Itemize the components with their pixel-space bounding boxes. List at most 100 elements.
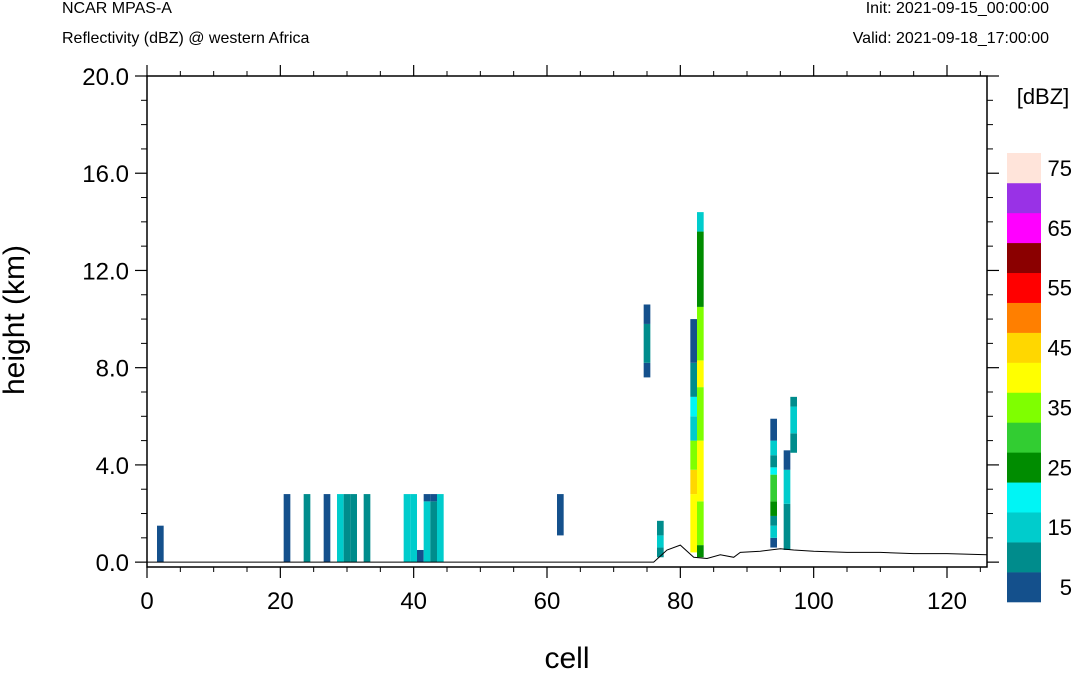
reflectivity-cell bbox=[783, 469, 791, 504]
reflectivity-cell bbox=[350, 494, 357, 563]
reflectivity-cell bbox=[697, 387, 704, 441]
colorbar-swatch bbox=[1007, 512, 1041, 543]
plot-frame bbox=[146, 75, 988, 568]
y-tick-label: 0.0 bbox=[96, 550, 129, 577]
reflectivity-cell bbox=[790, 396, 797, 407]
colorbar-swatch bbox=[1007, 272, 1041, 303]
valid-time: Valid: 2021-09-18_17:00:00 bbox=[852, 30, 1049, 47]
reflectivity-cell bbox=[283, 494, 291, 563]
colorbar-swatch bbox=[1007, 153, 1041, 184]
reflectivity-cell bbox=[770, 467, 777, 475]
x-tick-label: 20 bbox=[267, 588, 294, 615]
colorbar-swatch bbox=[1007, 212, 1041, 244]
data-layer bbox=[147, 76, 988, 567]
reflectivity-cell bbox=[643, 323, 651, 363]
colorbar-swatch bbox=[1007, 572, 1041, 603]
reflectivity-cell bbox=[690, 416, 697, 441]
plot-subtitle: Reflectivity (dBZ) @ western Africa bbox=[62, 30, 310, 47]
colorbar-label: 55 bbox=[1048, 276, 1072, 301]
x-tick-label: 120 bbox=[927, 588, 967, 615]
reflectivity-cell bbox=[430, 494, 437, 502]
reflectivity-cell bbox=[697, 306, 704, 361]
y-tick-label: 4.0 bbox=[96, 453, 129, 480]
reflectivity-cell bbox=[437, 494, 444, 563]
colorbar-swatch bbox=[1007, 242, 1041, 274]
x-tick-label: 100 bbox=[794, 588, 834, 615]
reflectivity-cell bbox=[657, 520, 664, 536]
reflectivity-cell bbox=[423, 494, 431, 502]
reflectivity-cell bbox=[770, 440, 777, 456]
colorbar-swatch bbox=[1007, 392, 1041, 423]
colorbar-label: 65 bbox=[1048, 216, 1072, 241]
colorbar-unit: [dBZ] bbox=[1017, 84, 1070, 109]
reflectivity-cell bbox=[770, 455, 777, 468]
x-tick-label: 40 bbox=[400, 588, 427, 615]
colorbar-swatch bbox=[1007, 542, 1041, 573]
reflectivity-cell bbox=[557, 494, 564, 536]
y-axis-title: height (km) bbox=[0, 245, 31, 395]
colorbar-swatch bbox=[1007, 332, 1041, 363]
reflectivity-cell bbox=[697, 440, 704, 502]
reflectivity-cell bbox=[697, 545, 704, 558]
reflectivity-cell bbox=[690, 440, 697, 470]
colorbar-label: 75 bbox=[1048, 156, 1072, 181]
terrain-line bbox=[147, 544, 988, 563]
axes-layer: 0 20 40 60 80 100 120 0.0 4.0 8.0 12.0 16.0 20.0 bbox=[82, 64, 999, 615]
reflectivity-cell bbox=[657, 535, 664, 548]
reflectivity-cell bbox=[697, 501, 704, 546]
colorbar-label: 25 bbox=[1048, 455, 1072, 480]
colorbar-swatch bbox=[1007, 482, 1041, 513]
reflectivity-cell bbox=[690, 362, 697, 397]
init-time: Init: 2021-09-15_00:00:00 bbox=[865, 0, 1049, 17]
reflectivity-cell bbox=[697, 231, 704, 307]
reflectivity-cell bbox=[430, 501, 437, 563]
reflectivity-cell bbox=[337, 494, 344, 563]
colorbar-swatch bbox=[1007, 182, 1041, 214]
reflectivity-cell bbox=[783, 450, 791, 470]
x-tick-label: 80 bbox=[667, 588, 694, 615]
x-tick-label: 60 bbox=[534, 588, 561, 615]
reflectivity-cell bbox=[343, 494, 351, 563]
colorbar-swatch bbox=[1007, 362, 1041, 393]
reflectivity-cell bbox=[697, 212, 704, 232]
x-tick-label: 0 bbox=[140, 588, 153, 615]
reflectivity-cell bbox=[323, 494, 331, 563]
model-title: NCAR MPAS-A bbox=[62, 0, 172, 17]
reflectivity-cell bbox=[690, 319, 697, 363]
colorbar-label: 5 bbox=[1060, 575, 1072, 600]
reflectivity-cell bbox=[643, 304, 651, 324]
reflectivity-cell bbox=[690, 396, 697, 417]
reflectivity-cell bbox=[690, 469, 697, 495]
colorbar-label: 15 bbox=[1048, 515, 1072, 540]
y-tick-label: 16.0 bbox=[82, 161, 129, 188]
plot-area bbox=[147, 76, 987, 567]
colorbar-label: 35 bbox=[1048, 395, 1072, 420]
reflectivity-cell bbox=[157, 525, 164, 563]
reflectivity-cell bbox=[770, 537, 777, 548]
reflectivity-cell bbox=[770, 474, 777, 502]
reflectivity-cell bbox=[643, 362, 651, 378]
reflectivity-cell bbox=[697, 360, 704, 388]
reflectivity-cell bbox=[790, 433, 797, 453]
reflectivity-cell bbox=[403, 494, 411, 563]
y-tick-label: 20.0 bbox=[82, 64, 129, 91]
x-axis-title: cell bbox=[544, 642, 589, 675]
reflectivity-cell bbox=[410, 494, 417, 563]
reflectivity-cell bbox=[303, 494, 311, 563]
colorbar: 5 15 25 35 45 55 65 75 bbox=[1007, 153, 1072, 603]
reflectivity-cell bbox=[770, 418, 777, 441]
reflectivity-cell bbox=[363, 494, 371, 563]
reflectivity-cell bbox=[783, 503, 791, 550]
reflectivity-cell bbox=[423, 501, 431, 563]
reflectivity-cell bbox=[770, 525, 777, 538]
reflectivity-cell bbox=[770, 501, 777, 516]
colorbar-swatch bbox=[1007, 302, 1041, 333]
y-tick-label: 8.0 bbox=[96, 356, 129, 383]
reflectivity-cell bbox=[690, 494, 697, 553]
reflectivity-cell bbox=[657, 547, 664, 558]
colorbar-label: 45 bbox=[1048, 336, 1072, 361]
reflectivity-cell bbox=[790, 406, 797, 434]
colorbar-swatch bbox=[1007, 452, 1041, 483]
y-tick-label: 12.0 bbox=[82, 258, 129, 285]
